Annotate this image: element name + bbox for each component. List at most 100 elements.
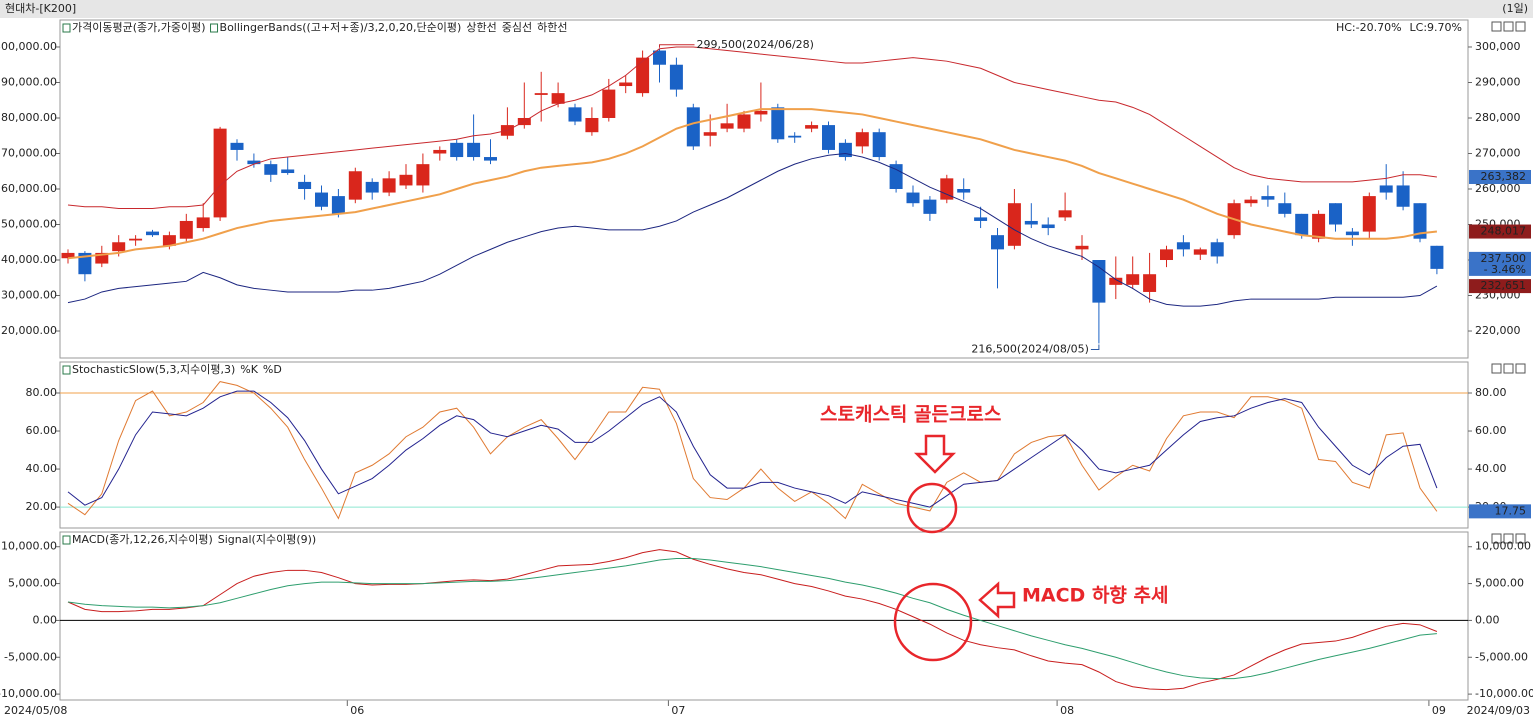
candle-body xyxy=(1176,242,1190,250)
legend-entry: BollingerBands((고+저+종)/3,2,0,20,단순이평) xyxy=(220,21,462,34)
candle-body xyxy=(551,93,565,104)
close-marker-label: 237,500 xyxy=(1481,252,1527,265)
y-tick-label: 10,000.00 xyxy=(1,540,57,553)
legend-icon xyxy=(62,23,71,33)
last-value-marker-label: 232,651 xyxy=(1481,279,1527,292)
y2-tick-label: -5,000.00 xyxy=(1475,650,1528,663)
candle-body xyxy=(1278,203,1292,214)
last-value-marker-label: 17.75 xyxy=(1495,504,1527,517)
legend-entry: 가격이동평균(종가,가중이평) xyxy=(72,21,206,34)
candle-body xyxy=(1295,213,1309,236)
candle-body xyxy=(788,135,802,138)
y2-tick-label: 60.00 xyxy=(1475,424,1507,437)
y2-tick-label: 280,000 xyxy=(1475,111,1521,124)
y2-tick-label: 290,000 xyxy=(1475,75,1521,88)
candle-body xyxy=(298,181,312,189)
y2-tick-label: 10,000.00 xyxy=(1475,540,1531,553)
candle-body xyxy=(619,82,633,87)
header-bar xyxy=(0,0,1533,18)
candle-body xyxy=(1210,242,1224,257)
series-line xyxy=(67,549,1438,691)
y2-tick-label: 80.00 xyxy=(1475,386,1507,399)
candle-body xyxy=(1058,210,1072,218)
y-tick-label: 230,000.00 xyxy=(0,289,57,302)
stochastic-annotation: 스토캐스틱 골든크로스 xyxy=(820,404,1001,426)
y2-tick-label: 300,000 xyxy=(1475,40,1521,53)
x-tick-label: 08 xyxy=(1060,704,1074,717)
legend-entry: MACD(종가,12,26,지수이평) xyxy=(72,533,213,546)
candle-body xyxy=(669,64,683,90)
candle-body xyxy=(179,220,193,239)
y-tick-label: 220,000.00 xyxy=(0,324,57,337)
x-tick-label: 06 xyxy=(350,704,364,717)
candle-body xyxy=(974,217,988,221)
candle-body xyxy=(264,164,278,175)
last-value-marker-label: 263,382 xyxy=(1481,170,1527,183)
close-change-label: - 3.46% xyxy=(1484,263,1526,276)
candle-body xyxy=(923,199,937,214)
y-tick-label: 290,000.00 xyxy=(0,75,57,88)
last-value-marker xyxy=(1469,279,1531,294)
legend-entry: %K xyxy=(240,363,258,376)
candle-body xyxy=(568,107,582,122)
candle-body xyxy=(281,169,295,174)
y2-tick-label: 260,000 xyxy=(1475,182,1521,195)
extreme-label: 299,500(2024/06/28) xyxy=(697,38,814,51)
candle-body xyxy=(129,238,143,241)
x-tick-label: 2024/05/08 xyxy=(4,704,67,717)
y-tick-label: 20.00 xyxy=(26,500,58,513)
legend-entry: StochasticSlow(5,3,지수이평,3) xyxy=(72,363,235,376)
candle-body xyxy=(822,125,835,150)
candle-body xyxy=(534,93,548,95)
candle-body xyxy=(653,50,666,65)
header-period: (1일) xyxy=(1502,1,1528,15)
y-tick-label: -5,000.00 xyxy=(4,650,57,663)
header-title: 현대차-[K200] xyxy=(5,2,76,15)
legend-entry: 하한선 xyxy=(537,20,567,34)
candle-body xyxy=(1261,196,1275,200)
candle-body xyxy=(230,142,244,150)
candle-body xyxy=(771,107,785,140)
candle-body xyxy=(686,107,700,147)
candle-body xyxy=(95,252,109,264)
legend-entry: 중심선 xyxy=(502,21,532,34)
candle-body xyxy=(1075,245,1089,250)
legend-entry: 상한선 xyxy=(466,21,496,34)
series-line xyxy=(67,558,1437,680)
candle-body xyxy=(889,164,903,189)
x-tick-label: 07 xyxy=(671,704,685,717)
candle-body xyxy=(416,164,430,186)
last-value-marker xyxy=(1469,169,1531,184)
series-line xyxy=(67,381,1438,520)
y-tick-label: 260,000.00 xyxy=(0,182,57,195)
series-line xyxy=(67,46,1437,210)
y-tick-label: 5,000.00 xyxy=(8,577,57,590)
y-tick-label: 300,000.00 xyxy=(0,40,57,53)
y2-tick-label: -10,000.00 xyxy=(1475,687,1533,700)
candle-body xyxy=(382,178,396,193)
y-tick-label: 250,000.00 xyxy=(0,218,57,231)
candle-body xyxy=(1362,196,1376,232)
candle-body xyxy=(957,189,971,193)
candle-body xyxy=(348,171,362,200)
candle-body xyxy=(872,132,886,158)
candle-body xyxy=(585,117,599,133)
y2-tick-label: 0.00 xyxy=(1475,613,1500,626)
last-value-marker xyxy=(1469,504,1531,519)
legend-icon xyxy=(62,365,71,375)
candle-body xyxy=(78,252,92,275)
y-tick-label: 240,000.00 xyxy=(0,253,57,266)
y-tick-label: 280,000.00 xyxy=(0,111,57,124)
candle-body xyxy=(1312,213,1326,239)
candle-body xyxy=(484,157,497,161)
extreme-label: 216,500(2024/08/05) xyxy=(971,342,1088,355)
candle-body xyxy=(1160,249,1173,261)
candle-body xyxy=(331,196,345,214)
y2-tick-label: 220,000 xyxy=(1475,324,1521,337)
close-marker xyxy=(1469,251,1531,276)
legend-entry: Signal(지수이평(9)) xyxy=(218,533,316,546)
last-value-marker-label: 248,017 xyxy=(1481,225,1527,238)
candle-body xyxy=(315,192,328,207)
candle-body xyxy=(196,217,210,229)
legend-entry: %D xyxy=(263,363,282,376)
